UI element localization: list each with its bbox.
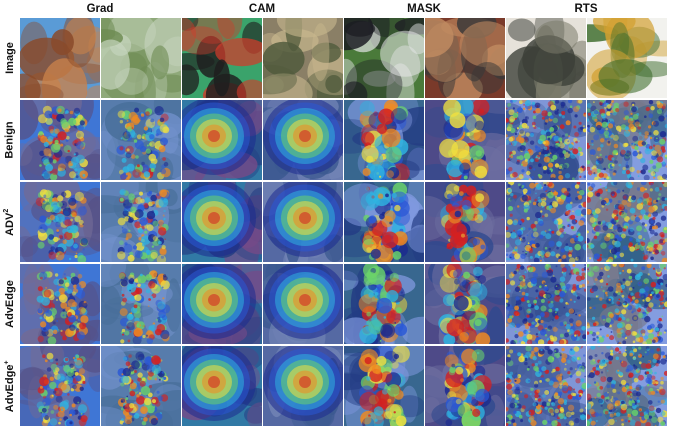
image-canyon-arch: [20, 18, 100, 98]
heatmap-leopard-row1: [263, 100, 343, 180]
heatmap-pay-phone-row4: [425, 346, 505, 426]
heatmap-canyon-arch-row4: [20, 346, 100, 426]
column-header-grad: Grad: [86, 3, 114, 15]
row-label-image: Image: [4, 42, 17, 74]
row-label-advedge-plus: AdvEdge+: [3, 360, 17, 412]
heatmap-canyon-arch-row1: [20, 100, 100, 180]
heatmap-crop-circle-field-row3: [101, 264, 181, 344]
heatmap-glass-bottle-row3: [506, 264, 586, 344]
image-crop-circle-field: [101, 18, 181, 98]
image-pay-phone: [425, 18, 505, 98]
heatmap-canyon-arch-row3: [20, 264, 100, 344]
heatmap-pineapple-row4: [587, 346, 667, 426]
heatmap-pineapple-row3: [587, 264, 667, 344]
heatmap-glass-bottle-row4: [506, 346, 586, 426]
row-label-benign: Benign: [4, 121, 16, 159]
heatmap-crop-circle-field-row1: [101, 100, 181, 180]
heatmap-pineapple-row2: [587, 182, 667, 262]
heatmap-pay-phone-row1: [425, 100, 505, 180]
heatmap-fishing-reel-row4: [182, 346, 262, 426]
row-label-adv2: ADV2: [3, 208, 17, 236]
heatmap-canyon-arch-row2: [20, 182, 100, 262]
heatmap-pineapple-row1: [587, 100, 667, 180]
heatmap-fishing-reel-row2: [182, 182, 262, 262]
heatmap-fishing-reel-row3: [182, 264, 262, 344]
heatmap-magpie-bird-row1: [344, 100, 424, 180]
heatmap-fishing-reel-row1: [182, 100, 262, 180]
column-header-cam: CAM: [248, 3, 276, 15]
image-pineapple: [587, 18, 667, 98]
image-fishing-reel: [182, 18, 262, 98]
image-glass-bottle: [506, 18, 586, 98]
heatmap-pay-phone-row3: [425, 264, 505, 344]
heatmap-crop-circle-field-row4: [101, 346, 181, 426]
image-magpie-bird: [344, 18, 424, 98]
heatmap-magpie-bird-row3: [344, 264, 424, 344]
heatmap-magpie-bird-row4: [344, 346, 424, 426]
heatmap-pay-phone-row2: [425, 182, 505, 262]
heatmap-leopard-row4: [263, 346, 343, 426]
heatmap-magpie-bird-row2: [344, 182, 424, 262]
image-leopard: [263, 18, 343, 98]
heatmap-crop-circle-field-row2: [101, 182, 181, 262]
heatmap-glass-bottle-row1: [506, 100, 586, 180]
heatmap-leopard-row2: [263, 182, 343, 262]
column-header-rts: RTS: [574, 3, 598, 15]
heatmap-glass-bottle-row2: [506, 182, 586, 262]
heatmap-leopard-row3: [263, 264, 343, 344]
row-label-advedge: AdvEdge: [4, 280, 16, 328]
column-header-mask: MASK: [407, 3, 441, 15]
